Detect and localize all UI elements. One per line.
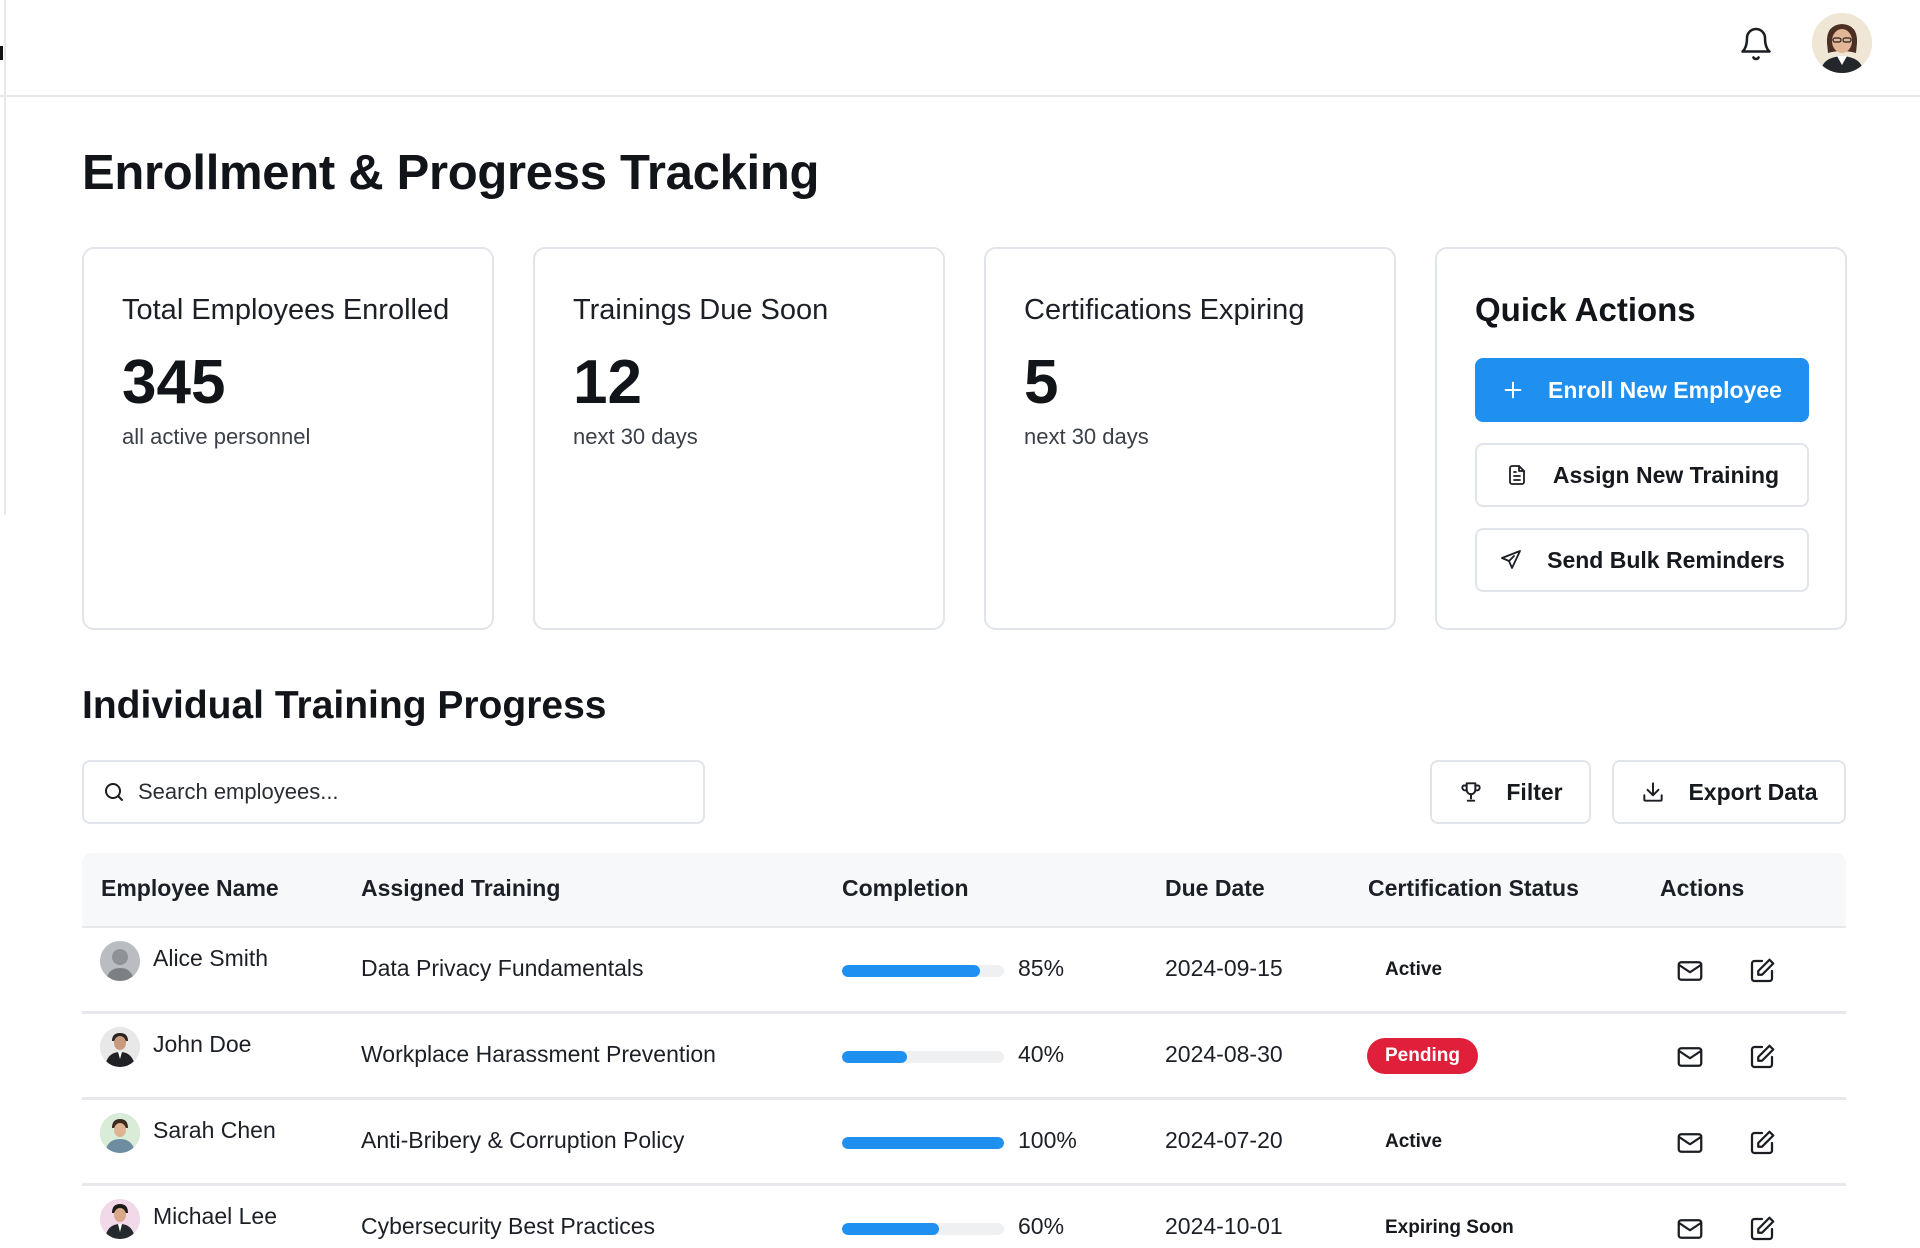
trophy-icon [1461, 782, 1481, 802]
stat-card-enrolled: Total Employees Enrolled 345 all active … [82, 247, 494, 630]
stat-label: Certifications Expiring [1024, 294, 1305, 326]
completion-percent: 40% [1018, 1041, 1065, 1067]
status-badge: Active [1385, 1131, 1443, 1152]
export-data-button[interactable]: Export Data [1612, 760, 1846, 824]
status-badge: Expiring Soon [1385, 1217, 1514, 1238]
stat-subtext: next 30 days [573, 424, 698, 449]
mail-icon[interactable] [1675, 956, 1705, 986]
employee-avatar [100, 1113, 140, 1153]
due-date: 2024-09-15 [1165, 955, 1283, 981]
edit-icon[interactable] [1747, 956, 1777, 986]
stat-label: Trainings Due Soon [573, 294, 829, 326]
table-row: Sarah Chen Anti-Bribery & Corruption Pol… [82, 1100, 1846, 1186]
stat-value: 5 [1024, 348, 1059, 417]
status-badge: Pending [1367, 1038, 1478, 1074]
employee-avatar [100, 1027, 140, 1067]
assigned-training: Cybersecurity Best Practices [361, 1213, 655, 1239]
filter-label: Filter [1506, 778, 1563, 805]
mail-icon[interactable] [1675, 1042, 1705, 1072]
sidebar-toggle[interactable] [0, 46, 3, 60]
export-label: Export Data [1688, 778, 1818, 805]
employee-name[interactable]: Alice Smith [153, 945, 269, 971]
completion-percent: 85% [1018, 955, 1065, 981]
edit-icon[interactable] [1747, 1214, 1777, 1244]
completion-percent: 100% [1018, 1127, 1077, 1153]
completion-bar [842, 1051, 1004, 1063]
table-header: Employee Name Assigned Training Completi… [82, 853, 1846, 928]
assign-new-training-button[interactable]: Assign New Training [1475, 443, 1809, 507]
top-header [0, 0, 1920, 97]
stat-value: 345 [122, 348, 226, 417]
bell-icon[interactable] [1738, 26, 1774, 62]
filter-button[interactable]: Filter [1430, 760, 1591, 824]
due-date: 2024-08-30 [1165, 1041, 1283, 1067]
stat-label: Total Employees Enrolled [122, 294, 450, 326]
table-row: Michael Lee Cybersecurity Best Practices… [82, 1186, 1846, 1248]
column-header: Actions [1660, 875, 1745, 901]
employee-name[interactable]: Sarah Chen [153, 1117, 276, 1143]
table-row: John Doe Workplace Harassment Prevention… [82, 1014, 1846, 1100]
sidebar-edge [0, 0, 6, 515]
column-header[interactable]: Assigned Training [361, 875, 561, 901]
quick-actions-card: Quick Actions Enroll New Employee Assign… [1435, 247, 1847, 630]
search-box [82, 760, 705, 824]
due-date: 2024-10-01 [1165, 1213, 1283, 1239]
plus-icon [1504, 381, 1522, 399]
enroll-button-label: Enroll New Employee [1548, 376, 1782, 403]
completion-percent: 60% [1018, 1213, 1065, 1239]
download-icon [1643, 782, 1664, 802]
employee-name[interactable]: John Doe [153, 1031, 252, 1057]
document-icon [1508, 465, 1525, 485]
search-input[interactable] [138, 779, 678, 805]
remind-button-label: Send Bulk Reminders [1547, 546, 1785, 573]
send-icon [1501, 550, 1522, 569]
training-progress-table: Employee Name Assigned Training Completi… [82, 853, 1846, 1248]
column-header[interactable]: Due Date [1165, 875, 1265, 901]
completion-bar [842, 965, 1004, 977]
mail-icon[interactable] [1675, 1128, 1705, 1158]
search-icon [105, 783, 123, 801]
completion-bar [842, 1137, 1004, 1149]
stat-subtext: all active personnel [122, 424, 311, 449]
mail-icon[interactable] [1675, 1214, 1705, 1244]
column-header[interactable]: Completion [842, 875, 969, 901]
stat-subtext: next 30 days [1024, 424, 1149, 449]
stat-value: 12 [573, 348, 642, 417]
due-date: 2024-07-20 [1165, 1127, 1283, 1153]
column-header[interactable]: Employee Name [101, 875, 279, 901]
employee-name[interactable]: Michael Lee [153, 1203, 278, 1229]
assigned-training: Workplace Harassment Prevention [361, 1041, 716, 1067]
send-bulk-reminders-button[interactable]: Send Bulk Reminders [1475, 528, 1809, 592]
enroll-new-employee-button[interactable]: Enroll New Employee [1475, 358, 1809, 422]
table-row: Alice Smith Data Privacy Fundamentals 85… [82, 928, 1846, 1014]
employee-avatar [100, 941, 140, 981]
edit-icon[interactable] [1747, 1128, 1777, 1158]
stat-card-expiring: Certifications Expiring 5 next 30 days [984, 247, 1396, 630]
assigned-training: Anti-Bribery & Corruption Policy [361, 1127, 685, 1153]
section-title: Individual Training Progress [82, 684, 607, 727]
quick-actions-title: Quick Actions [1475, 291, 1696, 328]
employee-avatar [100, 1199, 140, 1239]
stat-card-due-soon: Trainings Due Soon 12 next 30 days [533, 247, 945, 630]
user-avatar[interactable] [1812, 13, 1872, 73]
column-header[interactable]: Certification Status [1368, 875, 1579, 901]
page-title: Enrollment & Progress Tracking [82, 146, 820, 200]
edit-icon[interactable] [1747, 1042, 1777, 1072]
assigned-training: Data Privacy Fundamentals [361, 955, 644, 981]
status-badge: Active [1385, 959, 1443, 980]
assign-button-label: Assign New Training [1552, 461, 1780, 488]
completion-bar [842, 1223, 1004, 1235]
